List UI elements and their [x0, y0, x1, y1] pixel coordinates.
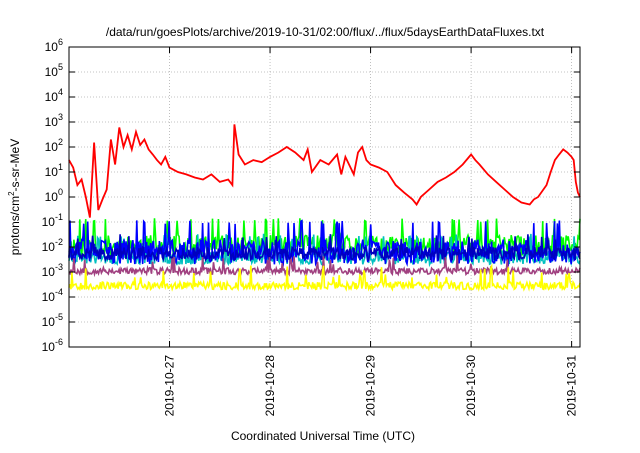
y-tick-label: 106: [45, 37, 63, 54]
y-tick-label: 101: [45, 162, 63, 179]
y-tick-label: 10-2: [42, 237, 63, 254]
y-tick-label: 103: [45, 112, 63, 129]
x-tick-label: 2019-10-31: [565, 355, 579, 417]
chart-title: /data/run/goesPlots/archive/2019-10-31/0…: [106, 25, 545, 39]
series-group: [68, 124, 581, 292]
y-tick-label: 104: [45, 87, 63, 104]
y-tick-label: 105: [45, 62, 63, 79]
y-axis-label: protons/cm2-s-sr-MeV: [7, 139, 22, 255]
x-tick-label: 2019-10-29: [364, 355, 378, 417]
y-tick-label: 10-3: [42, 262, 63, 279]
x-axis-label: Coordinated Universal Time (UTC): [231, 429, 415, 443]
y-tick-label: 10-4: [42, 287, 63, 304]
series-line: [68, 263, 581, 292]
axes: [68, 46, 581, 348]
x-tick-label: 2019-10-27: [163, 355, 177, 417]
x-tick-label: 2019-10-30: [464, 355, 478, 417]
y-tick-label: 10-6: [42, 337, 63, 354]
y-tick-label: 100: [45, 187, 63, 204]
series-line-red: [68, 124, 581, 218]
series-line: [68, 234, 581, 263]
y-tick-label: 10-5: [42, 312, 63, 329]
y-tick-label: 102: [45, 137, 63, 154]
x-tick-labels: 2019-10-27 2019-10-28 2019-10-29 2019-10-30…: [163, 355, 579, 417]
grid: [69, 47, 580, 347]
plot-frame: [68, 46, 581, 348]
x-tick-label: 2019-10-28: [263, 355, 277, 417]
series-line: [68, 219, 581, 267]
y-tick-label: 10-1: [42, 212, 63, 229]
y-tick-labels: 10-6 10-5 10-4 10-3 10-2 10-1 100 101 102 103 104 1…: [42, 37, 63, 354]
